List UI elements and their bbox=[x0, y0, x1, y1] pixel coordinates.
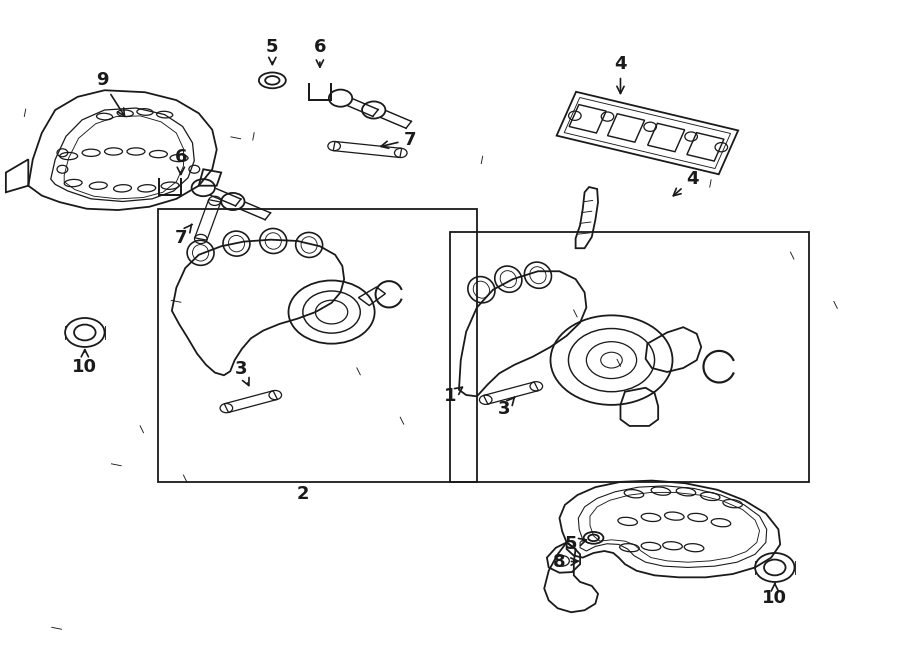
Text: 3: 3 bbox=[498, 397, 515, 418]
Text: 7: 7 bbox=[381, 131, 416, 149]
Text: 6: 6 bbox=[175, 148, 187, 175]
Text: 4: 4 bbox=[614, 55, 626, 93]
Text: 5: 5 bbox=[565, 535, 587, 553]
Text: 3: 3 bbox=[235, 360, 249, 385]
Text: 5: 5 bbox=[266, 38, 279, 65]
Text: 7: 7 bbox=[175, 225, 192, 247]
Text: 9: 9 bbox=[95, 71, 124, 116]
Text: 10: 10 bbox=[762, 584, 788, 607]
Text: 4: 4 bbox=[673, 170, 698, 196]
Text: 6: 6 bbox=[314, 38, 326, 67]
Text: 1: 1 bbox=[444, 387, 463, 405]
Text: 8: 8 bbox=[554, 553, 578, 571]
Text: 10: 10 bbox=[72, 350, 97, 375]
Text: 2: 2 bbox=[297, 485, 309, 503]
